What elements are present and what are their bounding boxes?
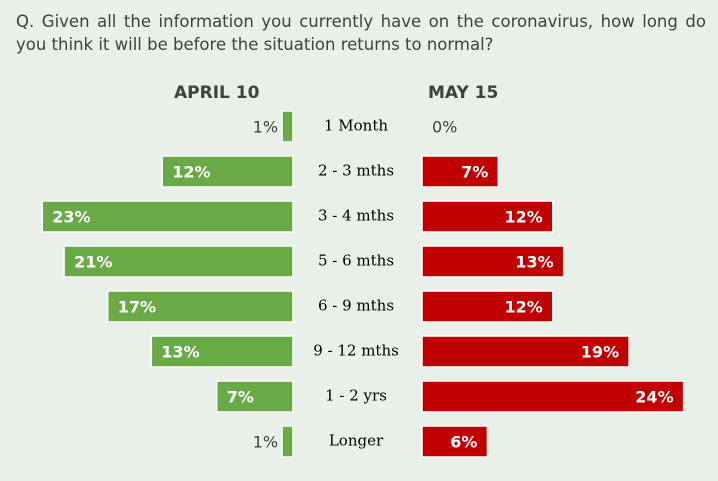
- april-bar: [281, 425, 294, 458]
- april-value-label: 21%: [74, 253, 112, 272]
- april-value-label: 7%: [227, 388, 254, 407]
- category-label: 5 - 6 mths: [318, 252, 394, 270]
- april-bar: [281, 110, 294, 143]
- may-bar: [421, 200, 554, 233]
- april-value-label: 23%: [52, 208, 90, 227]
- category-label: 6 - 9 mths: [318, 297, 394, 315]
- april-bar: [215, 380, 294, 413]
- may-value-label: 0%: [432, 118, 457, 137]
- category-label: Longer: [329, 432, 384, 450]
- may-value-label: 24%: [635, 388, 673, 407]
- april-value-label: 1%: [253, 118, 278, 137]
- category-label: 9 - 12 mths: [313, 342, 399, 360]
- category-label: 2 - 3 mths: [318, 162, 394, 180]
- may-bar: [421, 380, 685, 413]
- category-label: 1 - 2 yrs: [325, 387, 387, 405]
- may-value-label: 13%: [515, 253, 553, 272]
- april-bar: [41, 200, 294, 233]
- may-value-label: 12%: [505, 298, 543, 317]
- may-value-label: 12%: [505, 208, 543, 227]
- question-text: Q. Given all the information you current…: [16, 12, 706, 54]
- may-bar: [421, 155, 500, 188]
- may-bar: [421, 245, 565, 278]
- april-series-header: APRIL 10: [174, 83, 260, 103]
- may-bar: [421, 335, 630, 368]
- may-value-label: 6%: [450, 433, 477, 452]
- may-bar: [421, 290, 554, 323]
- may-value-label: 19%: [581, 343, 619, 362]
- may-series-header: MAY 15: [428, 83, 499, 103]
- category-label: 3 - 4 mths: [318, 207, 394, 225]
- april-value-label: 1%: [253, 433, 278, 452]
- april-value-label: 13%: [161, 343, 199, 362]
- april-value-label: 17%: [118, 298, 156, 317]
- april-bar: [161, 155, 294, 188]
- april-value-label: 12%: [172, 163, 210, 182]
- may-bar: [421, 425, 489, 458]
- april-bar: [106, 290, 294, 323]
- april-bar: [63, 245, 294, 278]
- category-label: 1 Month: [324, 117, 388, 135]
- april-bar: [150, 335, 294, 368]
- may-value-label: 7%: [461, 163, 488, 182]
